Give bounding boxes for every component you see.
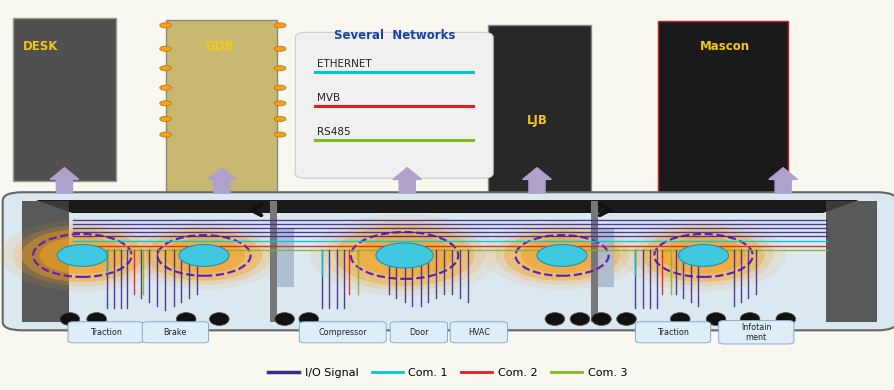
Circle shape <box>274 66 286 71</box>
Ellipse shape <box>616 312 636 325</box>
Circle shape <box>57 245 107 266</box>
FancyArrow shape <box>768 168 797 193</box>
Text: GDB: GDB <box>205 40 233 53</box>
Circle shape <box>274 23 286 28</box>
Circle shape <box>503 230 620 281</box>
Circle shape <box>125 221 283 290</box>
Circle shape <box>0 220 164 291</box>
Circle shape <box>274 132 286 137</box>
Ellipse shape <box>569 312 589 325</box>
Circle shape <box>160 85 172 90</box>
Ellipse shape <box>591 312 611 325</box>
Circle shape <box>160 23 172 28</box>
Circle shape <box>633 225 772 286</box>
Text: Mascon: Mascon <box>699 40 749 53</box>
Circle shape <box>160 101 172 106</box>
FancyArrow shape <box>522 168 551 193</box>
Text: Compressor: Compressor <box>318 328 367 337</box>
FancyBboxPatch shape <box>825 201 876 322</box>
Legend: I/O Signal, Com. 1, Com. 2, Com. 3: I/O Signal, Com. 1, Com. 2, Com. 3 <box>263 363 631 383</box>
FancyBboxPatch shape <box>390 322 447 343</box>
FancyBboxPatch shape <box>299 322 386 343</box>
FancyBboxPatch shape <box>635 322 710 343</box>
Text: HVAC: HVAC <box>468 328 489 337</box>
FancyBboxPatch shape <box>22 201 69 322</box>
Circle shape <box>678 245 728 266</box>
Text: Infotain
ment: Infotain ment <box>740 323 771 342</box>
Text: Several  Networks: Several Networks <box>333 28 454 42</box>
Ellipse shape <box>739 312 759 325</box>
Circle shape <box>274 85 286 90</box>
Circle shape <box>520 238 603 273</box>
Ellipse shape <box>60 312 80 325</box>
Circle shape <box>137 226 271 285</box>
Text: LJB: LJB <box>526 114 547 128</box>
Text: MVB: MVB <box>316 93 340 103</box>
FancyBboxPatch shape <box>68 322 143 343</box>
Ellipse shape <box>274 312 294 325</box>
FancyArrow shape <box>50 168 79 193</box>
FancyBboxPatch shape <box>450 322 507 343</box>
Bar <box>597 228 613 287</box>
Text: ETHERNET: ETHERNET <box>316 58 371 69</box>
FancyBboxPatch shape <box>3 192 894 330</box>
Circle shape <box>163 238 245 273</box>
Circle shape <box>494 226 628 285</box>
Bar <box>277 228 293 287</box>
Ellipse shape <box>670 312 689 325</box>
Circle shape <box>160 46 172 51</box>
Ellipse shape <box>209 312 229 325</box>
Text: DESK: DESK <box>22 40 58 53</box>
Circle shape <box>334 225 474 286</box>
FancyBboxPatch shape <box>13 18 116 181</box>
Circle shape <box>274 46 286 51</box>
Text: Door: Door <box>409 328 428 337</box>
FancyBboxPatch shape <box>718 321 793 344</box>
Circle shape <box>160 116 172 122</box>
FancyBboxPatch shape <box>487 25 590 193</box>
Ellipse shape <box>87 312 106 325</box>
Circle shape <box>274 101 286 106</box>
Circle shape <box>274 116 286 122</box>
Ellipse shape <box>176 312 196 325</box>
Polygon shape <box>822 200 858 213</box>
Circle shape <box>310 215 498 296</box>
Circle shape <box>13 225 152 286</box>
Circle shape <box>146 230 262 281</box>
FancyBboxPatch shape <box>657 21 787 193</box>
Circle shape <box>642 229 763 282</box>
Bar <box>72 200 822 213</box>
Text: Brake: Brake <box>164 328 187 337</box>
Bar <box>590 201 597 322</box>
Text: Traction: Traction <box>89 328 122 337</box>
Circle shape <box>660 237 746 274</box>
Circle shape <box>483 221 640 290</box>
Circle shape <box>355 234 453 277</box>
Circle shape <box>179 245 229 266</box>
FancyBboxPatch shape <box>142 322 208 343</box>
Circle shape <box>160 132 172 137</box>
Circle shape <box>536 245 586 266</box>
Bar <box>270 201 277 322</box>
Ellipse shape <box>775 312 795 325</box>
Text: Traction: Traction <box>656 328 688 337</box>
Circle shape <box>39 237 125 274</box>
Circle shape <box>375 243 433 268</box>
Ellipse shape <box>544 312 564 325</box>
Text: RS485: RS485 <box>316 127 350 137</box>
Polygon shape <box>36 200 72 213</box>
FancyArrow shape <box>392 168 421 193</box>
Circle shape <box>160 66 172 71</box>
FancyBboxPatch shape <box>165 20 277 197</box>
Circle shape <box>620 220 785 291</box>
FancyArrow shape <box>207 168 236 193</box>
Circle shape <box>21 229 143 282</box>
Circle shape <box>324 220 485 291</box>
Ellipse shape <box>299 312 318 325</box>
Ellipse shape <box>705 312 725 325</box>
FancyBboxPatch shape <box>295 32 493 178</box>
